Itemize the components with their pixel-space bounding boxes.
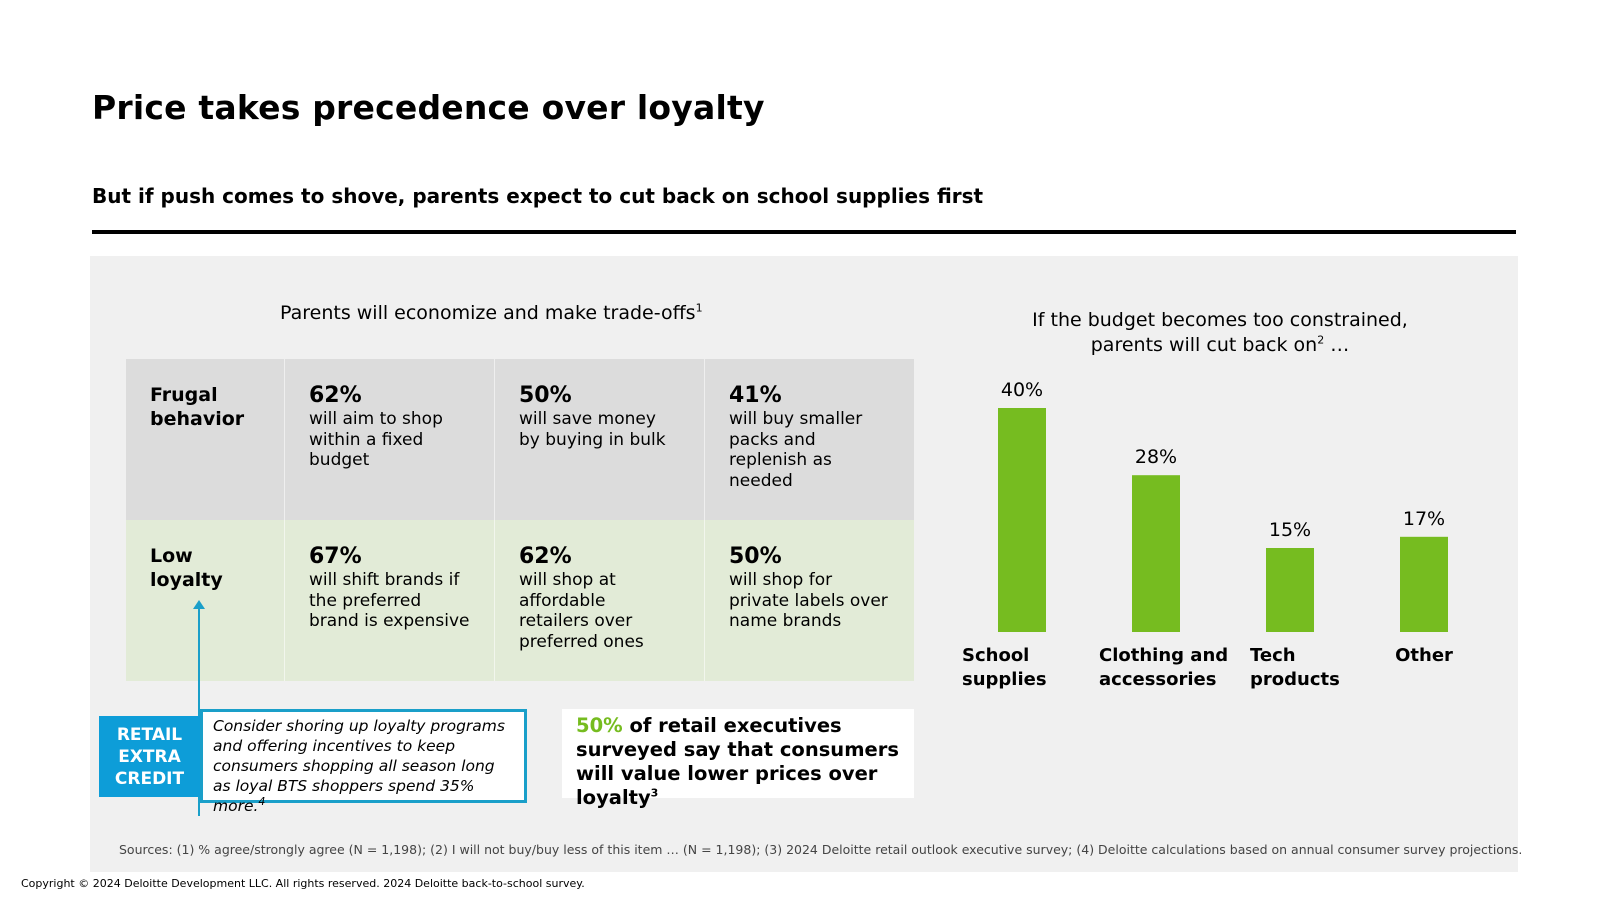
chart-title-ellipsis: … bbox=[1324, 334, 1350, 356]
tradeoffs-heading-footnote: 1 bbox=[695, 301, 703, 315]
callout-text: Consider shoring up loyalty programs and… bbox=[213, 717, 505, 815]
stat-percent: 50% bbox=[729, 544, 782, 569]
tradeoffs-heading: Parents will economize and make trade-of… bbox=[280, 302, 703, 324]
row-label-line: Low bbox=[150, 545, 193, 567]
cutback-bar-chart: 40% School supplies 28% Clothing and accessor… bbox=[962, 379, 1453, 690]
row-label-line: loyalty bbox=[150, 569, 223, 591]
bar bbox=[1400, 536, 1448, 632]
stat-description: will shop for private labels over name b… bbox=[729, 570, 888, 631]
bar bbox=[998, 408, 1046, 632]
category-label: Other bbox=[1395, 645, 1453, 666]
category-label: Tech bbox=[1250, 645, 1296, 666]
tradeoffs-heading-text: Parents will economize and make trade-of… bbox=[280, 302, 696, 324]
stat-highlight: 50% bbox=[576, 714, 623, 737]
stat-cell: 62% will aim to shop within a fixed budg… bbox=[284, 359, 494, 520]
bar bbox=[1266, 548, 1314, 632]
chart-title-line2-wrap: parents will cut back on2 … bbox=[1010, 333, 1430, 358]
row-label-cell: Frugal behavior bbox=[126, 359, 284, 520]
category-label: products bbox=[1250, 669, 1340, 690]
bar-value-label: 15% bbox=[1269, 519, 1311, 541]
stat-cell: 62% will shop at affordable retailers ov… bbox=[494, 520, 704, 681]
category-label: School bbox=[962, 645, 1029, 666]
low-loyalty-row: Low loyalty 67% will shift brands if the… bbox=[126, 520, 914, 681]
copyright-note: Copyright © 2024 Deloitte Development LL… bbox=[21, 877, 585, 890]
bar bbox=[1132, 475, 1180, 632]
row-label-cell: Low loyalty bbox=[126, 520, 284, 681]
stat-description: will buy smaller packs and replenish as … bbox=[729, 409, 863, 491]
arrow-up-icon bbox=[193, 600, 205, 609]
row-label-line: Frugal bbox=[150, 384, 218, 406]
stat-cell: 50% will save money by buying in bulk bbox=[494, 359, 704, 520]
bar-value-label: 28% bbox=[1135, 446, 1177, 468]
bar-value-label: 17% bbox=[1403, 508, 1445, 530]
page-subtitle: But if push comes to shove, parents expe… bbox=[92, 184, 984, 208]
stat-cell: 67% will shift brands if the preferred b… bbox=[284, 520, 494, 681]
stat-footnote: 3 bbox=[650, 786, 659, 800]
loyalty-callout: Consider shoring up loyalty programs and… bbox=[200, 709, 527, 815]
title-divider bbox=[92, 230, 1516, 234]
callout-footnote: 4 bbox=[258, 794, 266, 808]
stat-percent: 67% bbox=[309, 544, 362, 569]
chart-title-footnote: 2 bbox=[1317, 333, 1325, 347]
retail-extra-credit-badge: RETAIL EXTRA CREDIT bbox=[99, 716, 200, 797]
page-title: Price takes precedence over loyalty bbox=[92, 88, 765, 127]
row-label-line: behavior bbox=[150, 408, 245, 430]
stat-cell: 41% will buy smaller packs and replenish… bbox=[704, 359, 914, 520]
sources-note: Sources: (1) % agree/strongly agree (N =… bbox=[119, 842, 1523, 857]
badge-line: RETAIL bbox=[116, 724, 183, 745]
tradeoffs-grid: Frugal behavior 62% will aim to shop wit… bbox=[126, 359, 914, 681]
category-label: supplies bbox=[962, 669, 1047, 690]
stat-percent: 41% bbox=[729, 383, 782, 408]
stat-text: of retail executives surveyed say that c… bbox=[576, 714, 899, 809]
stat-description: will shop at affordable retailers over p… bbox=[519, 570, 644, 652]
bar-value-label: 40% bbox=[1001, 379, 1043, 401]
stat-percent: 50% bbox=[519, 383, 572, 408]
frugal-behavior-row: Frugal behavior 62% will aim to shop wit… bbox=[126, 359, 914, 520]
executive-stat-box: 50% of retail executives surveyed say th… bbox=[562, 709, 914, 809]
category-label: accessories bbox=[1099, 669, 1216, 690]
chart-title-line1: If the budget becomes too constrained, bbox=[1032, 309, 1408, 331]
stat-percent: 62% bbox=[309, 383, 362, 408]
connector-arrow-line bbox=[198, 608, 200, 816]
stat-description: will shift brands if the preferred brand… bbox=[309, 570, 470, 631]
chart-title: If the budget becomes too constrained, p… bbox=[1010, 308, 1430, 358]
stat-description: will save money by buying in bulk bbox=[519, 409, 666, 450]
badge-line: EXTRA bbox=[118, 746, 181, 767]
stat-cell: 50% will shop for private labels over na… bbox=[704, 520, 914, 681]
stat-percent: 62% bbox=[519, 544, 572, 569]
category-label: Clothing and bbox=[1099, 645, 1228, 666]
stat-description: will aim to shop within a fixed budget bbox=[309, 409, 443, 470]
badge-line: CREDIT bbox=[114, 768, 185, 789]
chart-title-line2: parents will cut back on bbox=[1090, 334, 1318, 356]
